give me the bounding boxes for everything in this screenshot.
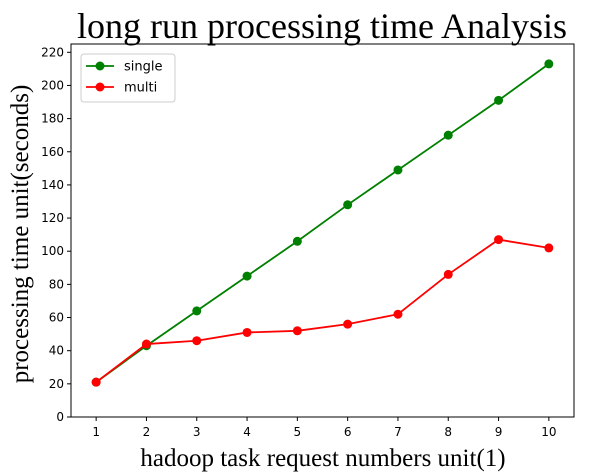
y-tick-label: 80: [49, 277, 64, 291]
plot-frame: [70, 43, 575, 418]
y-axis-label: processing time unit(seconds): [7, 85, 34, 384]
x-tick-label: 8: [444, 425, 452, 439]
series-line-single: [95, 63, 550, 383]
data-point-multi: [141, 339, 151, 349]
data-point-multi: [494, 235, 504, 245]
x-tick-label: 6: [344, 425, 352, 439]
y-tick-label: 140: [41, 178, 64, 192]
data-point-multi: [343, 319, 353, 329]
x-tick-label: 10: [541, 425, 556, 439]
data-point-multi: [393, 309, 403, 319]
y-axis: 0 20 40 60 80 100 120 140 160 180 200 220: [41, 45, 71, 424]
data-point-single: [292, 236, 302, 246]
legend: single multi: [80, 53, 176, 103]
legend-label-single: single: [124, 60, 163, 75]
y-tick-label: 0: [56, 410, 64, 424]
data-point-single: [242, 271, 252, 281]
y-tick-label: 120: [41, 211, 64, 225]
data-point-multi: [443, 269, 453, 279]
x-tick-label: 9: [495, 425, 503, 439]
y-tick-label: 60: [49, 311, 64, 325]
data-point-multi: [292, 326, 302, 336]
data-point-multi: [192, 336, 202, 346]
data-point-single: [443, 130, 453, 140]
series-single: [91, 59, 554, 387]
y-tick-label: 20: [49, 377, 64, 391]
x-axis-label: hadoop task request numbers unit(1): [140, 445, 505, 472]
data-point-single: [494, 95, 504, 105]
data-point-single: [544, 59, 554, 69]
chart-title: long run processing time Analysis: [77, 6, 567, 46]
x-tick-label: 7: [394, 425, 402, 439]
legend-label-multi: multi: [124, 81, 157, 96]
y-tick-label: 40: [49, 344, 64, 358]
data-point-multi: [242, 327, 252, 337]
series-line-multi: [95, 238, 549, 383]
plot-area: [91, 59, 554, 387]
y-tick-label: 160: [41, 145, 64, 159]
series-multi: [91, 235, 554, 387]
y-tick-label: 200: [41, 78, 64, 92]
x-tick-label: 1: [92, 425, 100, 439]
x-tick-label: 2: [143, 425, 151, 439]
legend-marker-single: [95, 61, 105, 71]
x-tick-label: 5: [294, 425, 302, 439]
data-point-multi: [91, 377, 101, 387]
x-tick-label: 4: [243, 425, 251, 439]
data-point-single: [393, 165, 403, 175]
data-point-single: [192, 306, 202, 316]
data-point-multi: [544, 243, 554, 253]
y-tick-label: 100: [41, 244, 64, 258]
data-point-single: [343, 200, 353, 210]
y-tick-label: 220: [41, 45, 64, 59]
y-tick-label: 180: [41, 112, 64, 126]
x-tick-label: 3: [193, 425, 201, 439]
x-axis: 1 2 3 4 5 6 7 8 9 10: [92, 417, 556, 439]
legend-marker-multi: [95, 82, 105, 92]
